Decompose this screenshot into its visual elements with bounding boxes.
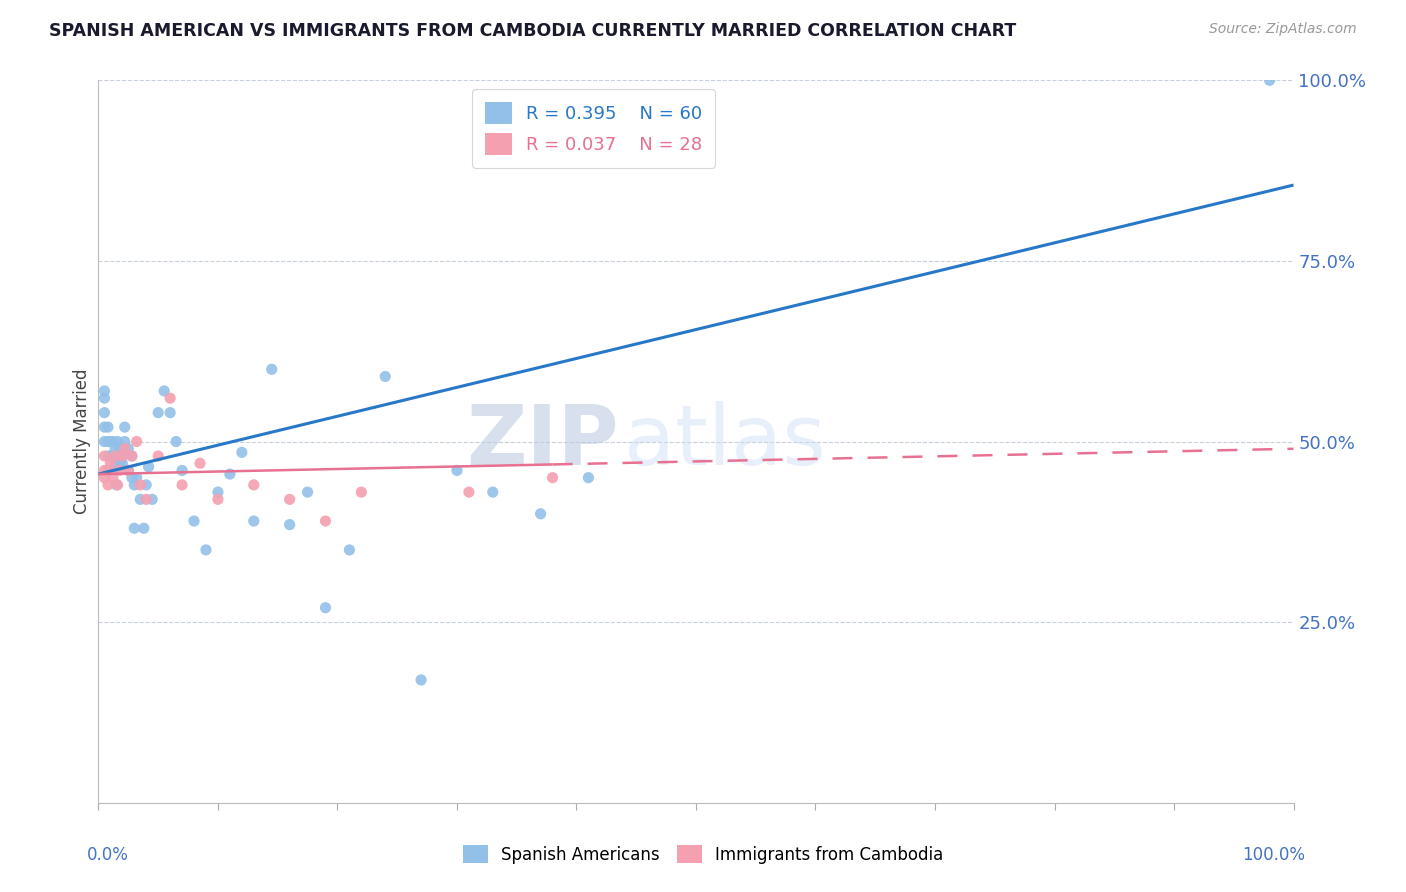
Point: [101, 470, 124, 484]
Point: [97, 420, 120, 434]
Point: [125, 434, 148, 449]
Point: [114, 434, 136, 449]
Point: [172, 478, 194, 492]
Text: 0.0%: 0.0%: [87, 847, 128, 864]
Point: [114, 442, 136, 456]
Point: [93, 406, 115, 420]
Point: [315, 600, 337, 615]
Point: [93, 470, 115, 484]
Point: [195, 542, 218, 557]
Text: 100.0%: 100.0%: [1243, 847, 1306, 864]
Point: [124, 478, 146, 492]
Point: [135, 478, 157, 492]
Point: [315, 514, 337, 528]
Point: [129, 478, 152, 492]
Point: [530, 507, 553, 521]
Point: [107, 478, 129, 492]
Point: [148, 449, 170, 463]
Point: [446, 463, 468, 477]
Point: [183, 514, 205, 528]
Point: [105, 463, 128, 477]
Point: [104, 456, 127, 470]
Point: [97, 434, 120, 449]
Point: [278, 492, 301, 507]
Text: ZIP: ZIP: [465, 401, 619, 482]
Point: [93, 449, 115, 463]
Point: [153, 384, 176, 398]
Point: [104, 442, 127, 456]
Point: [339, 542, 361, 557]
Point: [117, 463, 139, 477]
Point: [121, 449, 143, 463]
Point: [188, 456, 211, 470]
Point: [98, 463, 122, 477]
Text: Source: ZipAtlas.com: Source: ZipAtlas.com: [1209, 22, 1357, 37]
Point: [243, 478, 266, 492]
Point: [481, 485, 505, 500]
Point: [114, 420, 136, 434]
Point: [93, 420, 115, 434]
Point: [172, 463, 194, 477]
Point: [231, 445, 253, 459]
Point: [104, 449, 127, 463]
Point: [125, 470, 148, 484]
Point: [207, 485, 229, 500]
Point: [97, 449, 120, 463]
Text: atlas: atlas: [624, 401, 825, 482]
Point: [105, 478, 128, 492]
Point: [117, 442, 139, 456]
Point: [93, 391, 115, 405]
Point: [165, 434, 187, 449]
Point: [350, 485, 373, 500]
Point: [138, 459, 160, 474]
Legend: R = 0.395    N = 60, R = 0.037    N = 28: R = 0.395 N = 60, R = 0.037 N = 28: [472, 89, 714, 168]
Point: [297, 485, 319, 500]
Point: [159, 406, 181, 420]
Point: [117, 463, 139, 477]
Point: [98, 449, 122, 463]
Point: [148, 406, 170, 420]
Point: [111, 456, 134, 470]
Point: [101, 434, 124, 449]
Point: [107, 449, 129, 463]
Point: [108, 463, 131, 477]
Point: [93, 434, 115, 449]
Point: [93, 463, 115, 477]
Point: [111, 449, 134, 463]
Point: [260, 362, 283, 376]
Point: [111, 449, 134, 463]
Point: [129, 492, 152, 507]
Point: [101, 449, 124, 463]
Point: [98, 434, 122, 449]
Point: [121, 470, 143, 484]
Point: [132, 521, 155, 535]
Point: [458, 485, 481, 500]
Point: [121, 449, 143, 463]
Point: [141, 492, 163, 507]
Point: [541, 470, 564, 484]
Point: [107, 434, 129, 449]
Y-axis label: Currently Married: Currently Married: [73, 368, 91, 515]
Point: [135, 492, 157, 507]
Point: [159, 391, 181, 405]
Text: SPANISH AMERICAN VS IMMIGRANTS FROM CAMBODIA CURRENTLY MARRIED CORRELATION CHART: SPANISH AMERICAN VS IMMIGRANTS FROM CAMB…: [49, 22, 1017, 40]
Point: [243, 514, 266, 528]
Point: [108, 442, 131, 456]
Point: [374, 369, 396, 384]
Point: [1258, 73, 1281, 87]
Legend: Spanish Americans, Immigrants from Cambodia: Spanish Americans, Immigrants from Cambo…: [456, 838, 950, 871]
Point: [278, 517, 301, 532]
Point: [98, 456, 122, 470]
Point: [207, 492, 229, 507]
Point: [578, 470, 600, 484]
Point: [108, 456, 131, 470]
Point: [411, 673, 433, 687]
Point: [97, 463, 120, 477]
Point: [219, 467, 242, 481]
Point: [93, 384, 115, 398]
Point: [97, 478, 120, 492]
Point: [124, 521, 146, 535]
